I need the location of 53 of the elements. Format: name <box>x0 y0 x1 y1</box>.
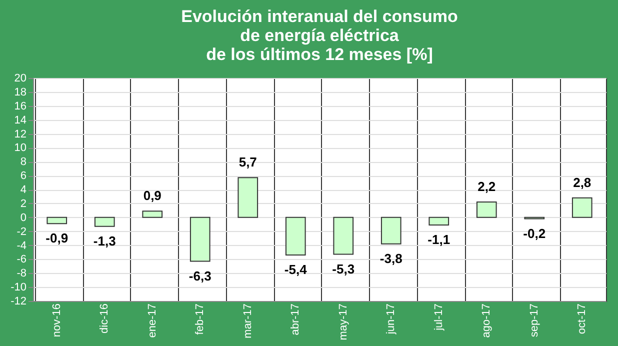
y-tick-label: -4 <box>16 240 26 252</box>
bar <box>142 210 163 218</box>
y-tick-label: 12 <box>14 128 26 140</box>
bar <box>428 216 450 226</box>
data-label: -5,3 <box>332 261 355 276</box>
y-tick-label: 8 <box>20 156 26 168</box>
data-label: -1,1 <box>428 232 450 248</box>
bar <box>380 216 402 244</box>
y-tick-label: -12 <box>10 296 26 308</box>
data-label: -6,3 <box>188 268 212 284</box>
data-label: -1,3 <box>93 233 116 248</box>
y-tick-label: 20 <box>14 72 26 84</box>
bar <box>572 197 592 218</box>
data-label: 5,7 <box>238 154 257 170</box>
data-label: -5,4 <box>284 262 308 278</box>
x-tick-label: feb-17 <box>194 304 206 335</box>
y-tick-label: -2 <box>16 226 26 238</box>
bar <box>94 216 115 227</box>
data-label: 2,2 <box>478 179 496 194</box>
x-tick-label: may-17 <box>337 304 350 340</box>
y-tick-label: -6 <box>16 254 26 266</box>
bar <box>238 177 258 218</box>
chart-title: Evolución interanual del consumo de energía eléctrica de los últimos 12 meses [%] <box>181 7 458 64</box>
bar <box>46 216 68 224</box>
bar <box>285 216 306 256</box>
data-label: -0,2 <box>523 226 546 241</box>
y-tick-label: 2 <box>20 198 26 210</box>
y-tick-label: 16 <box>14 100 26 112</box>
y-tick-label: 0 <box>20 212 26 224</box>
data-label: -0,9 <box>46 230 68 246</box>
x-tick-label: jun-17 <box>385 304 398 336</box>
x-tick-label: mar-17 <box>242 304 254 338</box>
data-label: -3,8 <box>380 250 402 266</box>
y-tick-label: 18 <box>14 86 26 98</box>
y-tick-label: -8 <box>16 268 26 280</box>
x-tick-label: ago-17 <box>480 304 493 338</box>
y-tick-label: 4 <box>20 184 26 196</box>
bar <box>333 216 354 255</box>
x-tick-label: ene-17 <box>146 304 158 338</box>
x-tick-label: oct-17 <box>576 304 588 334</box>
x-tick-label: dic-16 <box>98 304 111 334</box>
data-label: 0,9 <box>143 188 162 204</box>
y-tick-label: 14 <box>14 114 26 126</box>
y-tick-label: 6 <box>20 170 26 182</box>
bar <box>190 216 210 262</box>
x-tick-label: jul-17 <box>432 304 445 332</box>
data-label: 2,8 <box>573 174 592 190</box>
x-tick-label: sep-17 <box>528 304 540 338</box>
x-tick-label: abr-17 <box>290 304 302 336</box>
y-tick-label: 10 <box>14 142 26 154</box>
bar <box>476 202 497 218</box>
y-tick-label: -10 <box>10 282 26 294</box>
x-tick-label: nov-16 <box>50 304 63 338</box>
